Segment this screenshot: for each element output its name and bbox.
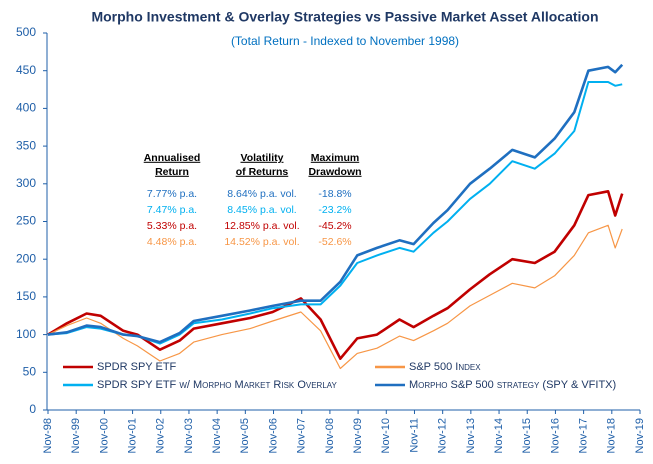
y-tick-label: 350 [16,138,36,152]
legend-label: Morpho S&P 500 strategy (SPY & VFITX) [409,379,616,391]
table-cell: -18.8% [318,188,351,200]
series-line [47,190,624,360]
table-header: Annualised [144,152,201,164]
legend-label: S&P 500 Index [409,361,481,373]
x-tick-label: Nov-14 [493,418,505,453]
y-tick-label: 500 [16,25,36,39]
legend-label: SPDR SPY ETF w/ Morpho Market Risk Overl… [97,379,338,391]
x-tick-label: Nov-17 [578,418,590,453]
x-tick-label: Nov-08 [324,418,336,453]
series-line [47,224,623,370]
x-tick-label: Nov-03 [183,418,195,453]
x-tick-label: Nov-09 [352,418,364,453]
x-tick-label: Nov-18 [606,418,618,453]
chart-subtitle: (Total Return - Indexed to November 1998… [231,34,459,48]
x-tick-label: Nov-02 [155,418,167,453]
x-tick-label: Nov-04 [211,418,223,453]
x-tick-label: Nov-05 [239,418,251,453]
chart-title: Morpho Investment & Overlay Strategies v… [91,9,598,25]
x-tick-label: Nov-10 [380,418,392,453]
y-tick-label: 150 [16,289,36,303]
x-tick-label: Nov-07 [296,418,308,453]
y-tick-label: 100 [16,327,36,341]
table-header: Drawdown [308,166,361,178]
y-tick-label: 50 [23,364,37,378]
table-header: Return [155,166,189,178]
y-tick-label: 200 [16,251,36,265]
x-tick-label: Nov-12 [437,418,449,453]
x-tick-label: Nov-15 [521,418,533,453]
table-cell: 4.48% p.a. [147,236,197,248]
x-tick-label: Nov-16 [549,418,561,453]
x-tick-label: Nov-01 [126,418,138,453]
table-cell: 8.64% p.a. vol. [227,188,296,200]
legend-label: SPDR SPY ETF [97,361,177,373]
table-cell: -23.2% [318,204,351,216]
table-cell: 12.85% p.a. vol. [224,220,299,232]
table-cell: 8.45% p.a. vol. [227,204,296,216]
y-tick-label: 400 [16,101,36,115]
table-header: Maximum [311,152,359,164]
table-cell: -45.2% [318,220,351,232]
y-tick-label: 450 [16,63,36,77]
x-tick-label: Nov-11 [408,418,420,453]
table-cell: 5.33% p.a. [147,220,197,232]
y-tick-label: 250 [16,214,36,228]
x-tick-label: Nov-00 [98,418,110,453]
y-tick-label: 300 [16,176,36,190]
x-tick-label: Nov-19 [634,418,646,453]
table-header: of Returns [236,166,289,178]
x-tick-label: Nov-13 [465,418,477,453]
y-tick-label: 0 [29,402,36,416]
table-header: Volatility [241,152,284,164]
table-cell: 7.77% p.a. [147,188,197,200]
series-line [47,63,624,344]
x-tick-label: Nov-98 [42,418,54,453]
table-cell: 14.52% p.a. vol. [224,236,299,248]
x-tick-label: Nov-06 [267,418,279,453]
table-cell: -52.6% [318,236,351,248]
x-tick-label: Nov-99 [70,418,82,453]
table-cell: 7.47% p.a. [147,204,197,216]
